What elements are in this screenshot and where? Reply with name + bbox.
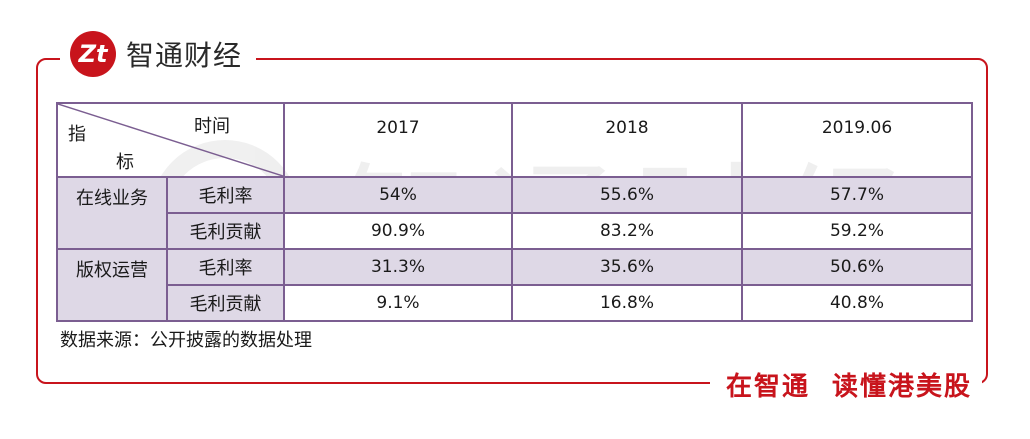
metric-label: 毛利率 [166, 248, 285, 286]
table-cell: 54% [283, 176, 513, 214]
table-cell: 16.8% [511, 284, 743, 322]
table-cell: 9.1% [283, 284, 513, 322]
brand-logo-icon: Zt [70, 31, 116, 77]
header-indicator-label-top: 指 [68, 124, 86, 145]
metric-label: 毛利贡献 [166, 284, 285, 322]
table-cell: 57.7% [741, 176, 973, 214]
content-frame [36, 58, 988, 384]
slogan: 在智通 读懂港美股 [709, 364, 982, 404]
table-cell: 90.9% [283, 212, 513, 250]
table-header-row: 时间 指 标 2017 2018 2019.06 [56, 102, 973, 178]
table-cell: 35.6% [511, 248, 743, 286]
table-cell: 59.2% [741, 212, 973, 250]
group-label-copyright: 版权运营 [56, 248, 168, 322]
year-header-2017: 2017 [283, 102, 513, 178]
table-row: 版权运营 毛利率 31.3% 35.6% 50.6% [56, 248, 973, 322]
header-indicator-label-bottom: 标 [116, 152, 134, 173]
table-cell: 83.2% [511, 212, 743, 250]
table-row: 毛利贡献 90.9% 83.2% 59.2% [57, 212, 973, 250]
brand-name: 智通财经 [126, 39, 243, 72]
brand-header: Zt 智通财经 [60, 24, 257, 84]
metric-label: 毛利贡献 [166, 212, 285, 250]
table-cell: 31.3% [283, 248, 513, 286]
table-cell: 50.6% [741, 248, 973, 286]
diagonal-header-cell: 时间 指 标 [56, 102, 285, 178]
table-row: 毛利贡献 9.1% 16.8% 40.8% [57, 284, 973, 322]
table-cell: 40.8% [741, 284, 973, 322]
data-table: 时间 指 标 2017 2018 2019.06 在线业务 毛利率 54% 55… [56, 102, 973, 322]
source-note: 数据来源：公开披露的数据处理 [60, 330, 312, 351]
table-row: 在线业务 毛利率 54% 55.6% 57.7% [56, 176, 973, 250]
metric-label: 毛利率 [166, 176, 285, 214]
slogan-part-2: 读懂港美股 [831, 371, 972, 402]
year-header-2018: 2018 [511, 102, 743, 178]
diagonal-line [58, 104, 283, 176]
year-header-2019-06: 2019.06 [741, 102, 973, 178]
table-cell: 55.6% [511, 176, 743, 214]
group-label-online: 在线业务 [56, 176, 168, 250]
logo-glyph: Zt [78, 40, 108, 68]
header-time-label: 时间 [194, 116, 230, 137]
slogan-part-1: 在智通 [725, 371, 810, 402]
